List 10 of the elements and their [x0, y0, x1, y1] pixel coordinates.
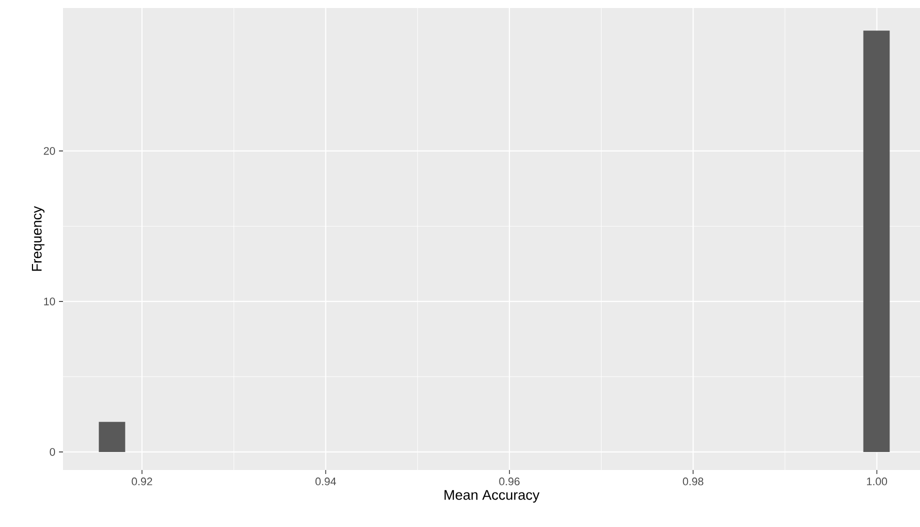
x-tick-label: 1.00	[867, 478, 888, 486]
x-axis-title: Mean Accuracy	[444, 490, 540, 503]
x-tick-label: 0.92	[132, 478, 152, 486]
x-tick-label: 0.98	[682, 478, 704, 486]
x-tick-label: 0.96	[499, 478, 520, 486]
y-tick-label: 20	[44, 147, 56, 155]
y-tick-label: 0	[50, 448, 56, 456]
y-axis-title: Frequency	[32, 206, 44, 271]
x-tick-label: 0.94	[315, 478, 336, 486]
y-tick-label: 10	[44, 298, 56, 306]
